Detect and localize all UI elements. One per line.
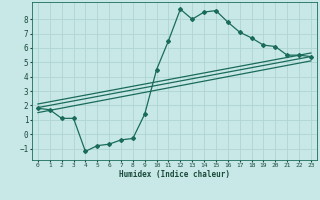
X-axis label: Humidex (Indice chaleur): Humidex (Indice chaleur) bbox=[119, 170, 230, 179]
